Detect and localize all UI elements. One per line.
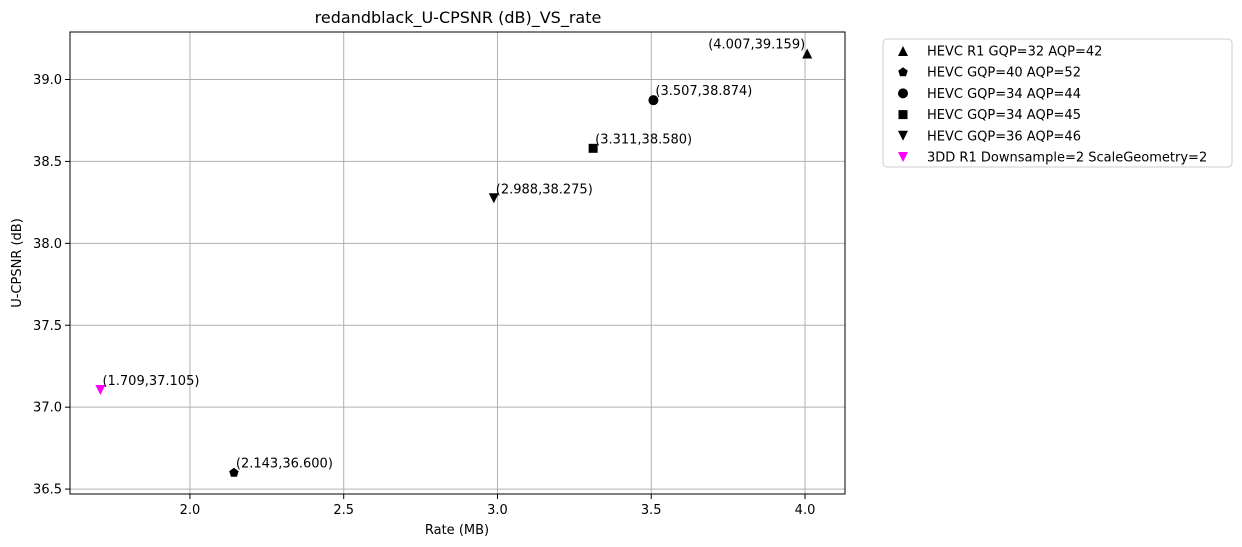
x-tick-label: 3.0	[487, 503, 508, 518]
legend-items: HEVC R1 GQP=32 AQP=42 HEVC GQP=40 AQP=52 H…	[898, 45, 1207, 166]
data-point	[229, 467, 239, 477]
y-axis-ticks: 36.5 37.0 37.5 38.0 38.5 39.0	[33, 73, 70, 498]
legend-label: HEVC GQP=34 AQP=45	[927, 108, 1081, 123]
x-tick-label: 4.0	[795, 503, 816, 518]
x-tick-label: 2.0	[180, 503, 201, 518]
data-label: (1.709,37.105)	[102, 374, 199, 389]
data-point	[648, 95, 659, 106]
legend-label: HEVC GQP=40 AQP=52	[927, 66, 1081, 81]
legend-label: HEVC GQP=34 AQP=44	[927, 87, 1081, 102]
data-point	[488, 193, 499, 204]
x-tick-label: 3.5	[641, 503, 662, 518]
y-tick-label: 37.5	[33, 319, 62, 334]
legend: HEVC R1 GQP=32 AQP=42 HEVC GQP=40 AQP=52 H…	[882, 38, 1233, 168]
x-axis-label: Rate (MB)	[425, 523, 489, 538]
data-point	[95, 385, 106, 395]
data-label: (2.988,38.275)	[496, 182, 593, 197]
legend-label: HEVC R1 GQP=32 AQP=42	[927, 45, 1102, 60]
legend-marker	[898, 88, 908, 99]
data-label: (2.143,36.600)	[236, 457, 333, 472]
grid-lines	[70, 32, 845, 494]
y-tick-label: 38.5	[33, 155, 62, 170]
data-labels: (4.007,39.159) (2.143,36.600) (3.507,38.87…	[102, 37, 805, 471]
legend-marker	[898, 46, 908, 56]
data-points	[95, 48, 813, 477]
legend-label: 3DD R1 Downsample=2 ScaleGeometry=2	[927, 151, 1207, 166]
legend-marker	[898, 152, 908, 162]
data-label: (3.311,38.580)	[595, 132, 692, 147]
y-axis-label: U-CPSNR (dB)	[10, 218, 25, 308]
chart-title: redandblack_U-CPSNR (dB)_VS_rate	[315, 8, 602, 28]
y-tick-label: 37.0	[33, 401, 62, 416]
y-tick-label: 39.0	[33, 73, 62, 88]
data-point	[802, 48, 813, 59]
legend-marker	[898, 110, 908, 120]
data-label: (3.507,38.874)	[655, 84, 752, 99]
x-axis-ticks: 2.0 2.5 3.0 3.5 4.0	[180, 494, 816, 518]
y-tick-label: 36.5	[33, 483, 62, 498]
legend-frame	[882, 38, 1233, 168]
data-point	[588, 143, 598, 153]
plot-frame	[69, 31, 846, 495]
legend-marker	[898, 67, 908, 77]
legend-marker	[898, 130, 908, 141]
data-label: (4.007,39.159)	[708, 37, 805, 52]
y-tick-label: 38.0	[33, 237, 62, 252]
legend-label: HEVC GQP=36 AQP=46	[927, 129, 1081, 144]
x-tick-label: 2.5	[333, 503, 354, 518]
